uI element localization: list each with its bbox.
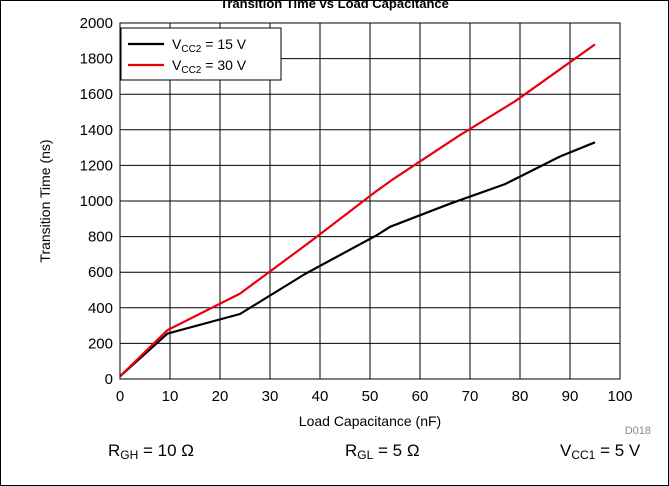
x-tick-label: 80: [512, 388, 529, 405]
x-tick-label: 10: [162, 388, 179, 405]
y-tick-label: 1400: [80, 122, 113, 139]
x-tick-label: 30: [262, 388, 279, 405]
x-tick-label: 60: [412, 388, 429, 405]
x-tick-label: 100: [607, 388, 632, 405]
figure-code: D018: [625, 425, 651, 437]
chart-series: [119, 43, 596, 378]
legend-label: VCC2 = 30 V: [172, 57, 247, 76]
y-tick-label: 600: [88, 264, 113, 281]
y-tick-label: 1600: [80, 86, 113, 103]
y-tick-label: 2000: [80, 15, 113, 32]
x-tick-label: 40: [312, 388, 329, 405]
x-tick-label: 70: [462, 388, 479, 405]
condition-rgh: RGH = 10 Ω: [108, 441, 194, 462]
legend: VCC2 = 15 V VCC2 = 30 V: [120, 27, 282, 81]
series-line-vcc2-15v: [119, 141, 596, 378]
condition-vcc1: VCC1 = 5 V: [560, 441, 641, 462]
condition-rgl: RGL = 5 Ω: [345, 441, 420, 462]
x-tick-label: 90: [562, 388, 579, 405]
x-tick-label: 20: [212, 388, 229, 405]
x-tick-label: 50: [362, 388, 379, 405]
y-tick-label: 1200: [80, 157, 113, 174]
y-tick-label: 0: [105, 371, 113, 388]
tick-labels: 0 10 20 30 40 50 60 70 80 90 100020040060080010001…: [80, 15, 633, 405]
x-tick-label: 0: [116, 388, 124, 405]
y-axis-label: Transition Time (ns): [37, 139, 53, 262]
x-axis-label: Load Capacitance (nF): [299, 413, 441, 429]
legend-box: [120, 27, 282, 81]
y-tick-label: 400: [88, 300, 113, 317]
plot-area-border: [119, 22, 621, 380]
y-tick-label: 1000: [80, 193, 113, 210]
series-line-vcc2-30v: [119, 43, 596, 378]
figure-title: Transition Time vs Load Capacitance: [220, 0, 449, 11]
y-tick-label: 200: [88, 335, 113, 352]
y-tick-label: 800: [88, 229, 113, 246]
y-tick-label: 1800: [80, 51, 113, 68]
legend-label: VCC2 = 15 V: [172, 36, 247, 55]
